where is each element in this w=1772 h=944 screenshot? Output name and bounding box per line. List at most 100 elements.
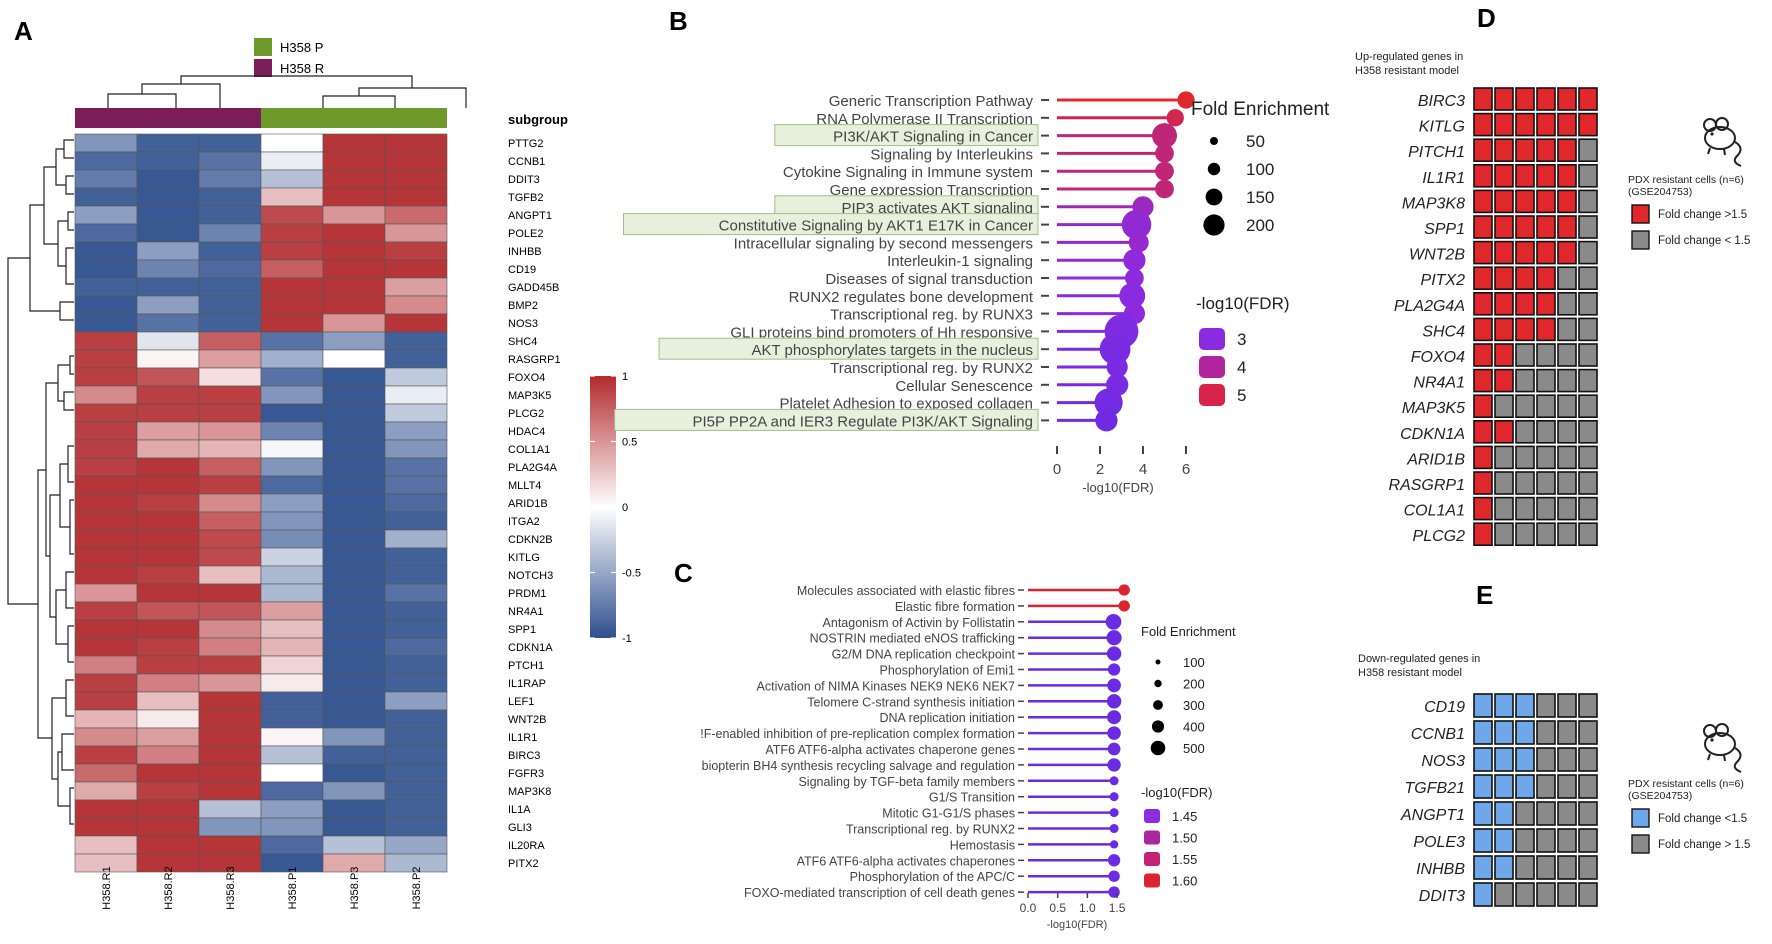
heatmap-cell — [136, 601, 200, 621]
grid-tile — [1578, 882, 1598, 907]
x-tick-label: 2 — [1096, 461, 1104, 478]
heatmap-cell — [136, 313, 200, 333]
heatmap-column-label: H358.R2 — [163, 866, 175, 909]
subgroup-annotation-cell — [323, 108, 385, 128]
subgroup-label: subgroup — [508, 112, 568, 127]
heatmap-cell — [322, 259, 386, 279]
color-legend-label: 5 — [1237, 386, 1246, 405]
grid-tile — [1578, 419, 1598, 444]
heatmap-cell — [384, 583, 448, 603]
heatmap-cell — [136, 403, 200, 423]
grid-tile — [1494, 496, 1514, 521]
grid-tile — [1578, 266, 1598, 291]
heatmap-cell — [322, 421, 386, 441]
heatmap-cell — [74, 457, 138, 477]
color-scale-tick-label: -0.5 — [622, 568, 641, 580]
legend-swatch — [1631, 808, 1650, 828]
heatmap-cell — [136, 835, 200, 855]
heatmap-cell — [322, 781, 386, 801]
grid-tile — [1473, 522, 1493, 547]
color-legend-label: 1.60 — [1172, 874, 1197, 889]
pathway-label: Gene expression Transcription — [830, 182, 1033, 199]
heatmap-row-label: MAP3K5 — [508, 390, 551, 402]
lollipop-point — [1107, 663, 1121, 676]
heatmap-row-label: PTTG2 — [508, 138, 543, 150]
heatmap-cell — [384, 799, 448, 819]
heatmap-cell — [260, 259, 324, 279]
heatmap-cell — [198, 691, 262, 711]
subgroup-legend: H358 P H358 R — [254, 38, 324, 77]
heatmap-cell — [260, 313, 324, 333]
heatmap-column-label: H358.P3 — [349, 867, 361, 910]
grid-tile — [1515, 394, 1535, 419]
heatmap-cell — [74, 673, 138, 693]
heatmap-cell — [322, 313, 386, 333]
heatmap-cell — [198, 763, 262, 783]
pathway-label: PI3K/AKT Signaling in Cancer — [833, 129, 1033, 146]
heatmap-cell — [322, 385, 386, 405]
size-legend-dot — [1150, 740, 1166, 756]
pathway-label: G1/S Transition — [929, 791, 1015, 805]
gene-label: PITX2 — [1421, 272, 1466, 289]
grid-tile — [1473, 215, 1493, 239]
heatmap-cell — [384, 151, 448, 171]
heatmap-cell — [322, 151, 386, 171]
heatmap-cell — [136, 223, 200, 243]
heatmap-cell — [198, 745, 262, 765]
heatmap-row-label: CDKN1A — [508, 642, 553, 654]
heatmap-cell — [322, 601, 386, 621]
heatmap-row-label: PTCH1 — [508, 660, 544, 672]
heatmap-cell — [322, 655, 386, 675]
grid-tile — [1494, 747, 1514, 772]
heatmap-row-label: NR4A1 — [508, 606, 543, 618]
heatmap-cell — [384, 223, 448, 243]
grid-tile — [1536, 801, 1556, 826]
heatmap-row-label: BMP2 — [508, 300, 538, 312]
heatmap-column-label: H358.R3 — [225, 866, 237, 909]
grid-tile — [1557, 496, 1577, 521]
gene-label: SHC4 — [1422, 323, 1465, 340]
heatmap-cell — [384, 457, 448, 477]
subgroup-annotation-cell — [199, 108, 261, 128]
grid-tile — [1494, 774, 1514, 799]
heatmap-row-label: RASGRP1 — [508, 354, 561, 366]
color-scale-tick-label: 0 — [622, 502, 628, 514]
heatmap-row-label: IL1RAP — [508, 678, 546, 690]
grid-tile — [1515, 855, 1535, 880]
grid-tile — [1473, 343, 1493, 367]
heatmap-cell — [322, 835, 386, 855]
heatmap-cell — [260, 295, 324, 315]
grid-tile — [1536, 693, 1556, 718]
heatmap-row-label: GLI3 — [508, 822, 532, 834]
gene-label: PITCH1 — [1408, 144, 1465, 161]
heatmap-cell — [198, 709, 262, 729]
grid-tile — [1557, 317, 1577, 342]
heatmap-cell — [136, 133, 200, 153]
heatmap-cell — [260, 367, 324, 387]
heatmap-cell — [322, 133, 386, 153]
grid-tile — [1557, 138, 1577, 162]
grid-tile — [1578, 445, 1598, 470]
lollipop-point — [1155, 161, 1174, 181]
heatmap-cell — [198, 223, 262, 243]
lollipop-point — [1106, 694, 1122, 709]
heatmap-cell — [322, 349, 386, 369]
heatmap-cell — [136, 799, 200, 819]
heatmap-cell — [260, 439, 324, 459]
heatmap-cell — [74, 241, 138, 261]
gene-label: RASGRP1 — [1389, 477, 1465, 494]
lollipop-point — [1108, 886, 1120, 898]
heatmap-cell — [322, 799, 386, 819]
grid-tile — [1494, 112, 1514, 137]
heatmap-cell — [136, 169, 200, 189]
grid-tile — [1536, 138, 1556, 162]
heatmap-cell — [384, 439, 448, 459]
lollipop-point — [1118, 584, 1130, 596]
heatmap-cell — [198, 421, 262, 441]
heatmap-cell — [74, 601, 138, 621]
gene-label: CD19 — [1424, 699, 1465, 716]
heatmap-cell — [384, 259, 448, 279]
heatmap-cell — [322, 565, 386, 585]
lollipop-point — [1108, 870, 1120, 882]
grid-tile — [1536, 368, 1556, 393]
